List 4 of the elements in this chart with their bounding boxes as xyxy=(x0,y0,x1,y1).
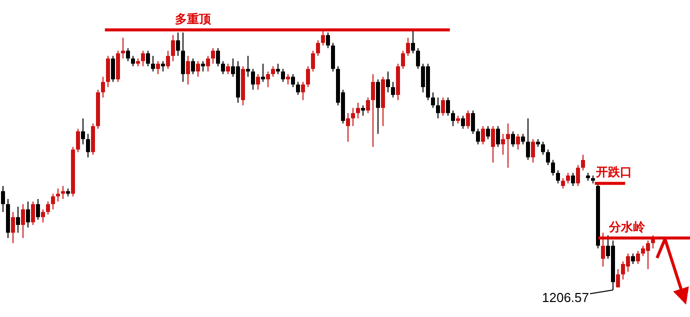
ref-line-label: 多重顶 xyxy=(175,12,212,26)
ref-line-label: 开跌口 xyxy=(595,165,632,179)
text: 1206.57 xyxy=(542,290,589,305)
ref-line-label: 分水岭 xyxy=(608,220,646,234)
